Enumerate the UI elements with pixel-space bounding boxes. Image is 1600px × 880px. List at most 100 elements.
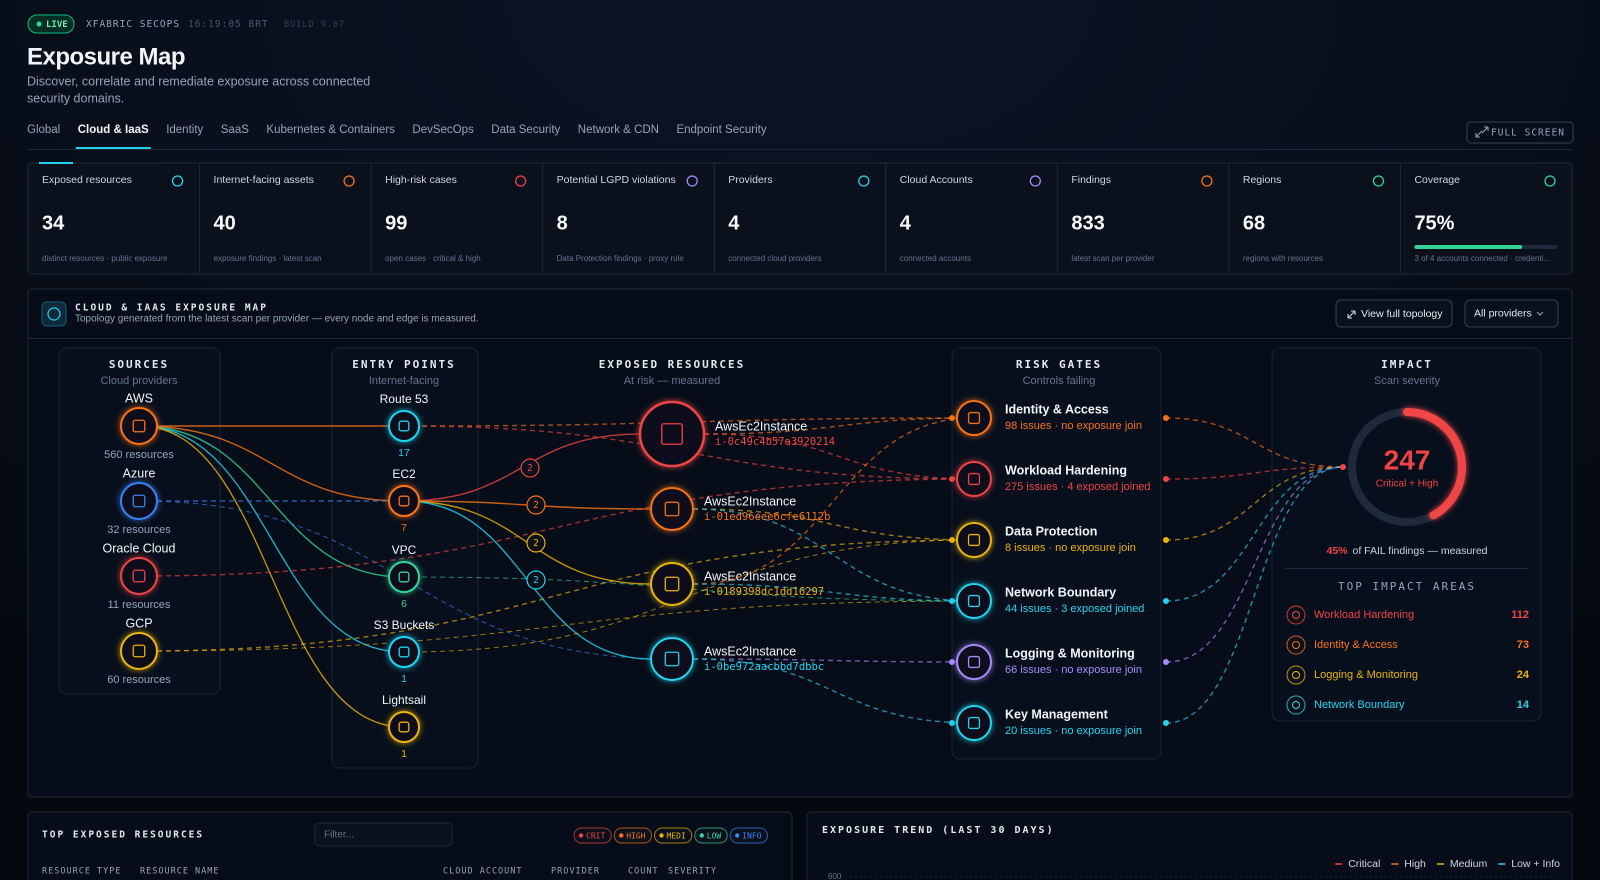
tab-label: Kubernetes & Containers [266,124,395,136]
edge-badge [526,495,546,515]
impact-pct: 45% [1326,545,1348,557]
node[interactable] [956,522,992,558]
select-frame [1464,299,1559,328]
severity-chip[interactable]: HIGH [613,827,653,844]
full-screen-button[interactable]: FULL SCREEN [1466,121,1574,144]
area-icon [1286,635,1306,655]
column-subtitle: Controls failing [1023,375,1096,387]
node[interactable] [650,487,694,531]
node-icon [398,646,410,658]
node-ring [650,487,694,531]
severity-chip[interactable]: LOW [694,827,728,844]
filter-input[interactable]: Filter... [314,822,453,847]
node-ring [388,636,420,668]
tab-active-underline [75,147,151,149]
edge [138,425,405,502]
node[interactable] [650,637,694,681]
node[interactable] [956,461,992,497]
edge-port [949,415,955,421]
node[interactable] [388,410,420,442]
resource-id: i-0c49c4b57a3920214 [715,436,835,448]
entry-label: VPC [392,543,417,557]
node[interactable] [120,407,158,445]
area-label: Network Boundary [1314,699,1405,711]
kpi-icon [343,175,355,187]
edge [403,425,975,480]
edge [692,658,975,663]
map-icon [47,307,61,321]
tab[interactable]: DevSecOps [412,124,474,136]
area-value: 73 [1517,639,1529,651]
column-header: COUNT [628,867,659,877]
button-label: View full topology [1361,308,1443,320]
expand-icon [1475,126,1489,138]
severity-chip[interactable]: MEDI [654,827,693,844]
severity-chip[interactable]: CRIT [573,827,612,844]
area-icon [1286,695,1306,715]
node[interactable] [956,583,992,619]
node[interactable] [638,400,706,468]
node-icon [398,420,410,432]
column-title: ENTRY POINTS [352,358,455,371]
node-icon [967,472,981,486]
chip-dot [578,833,584,838]
edge [1165,466,1344,724]
edge-port [949,659,955,665]
column-header: SEVERITY [668,867,717,877]
edge-badge [526,570,546,590]
node[interactable] [388,485,420,517]
node[interactable] [120,482,158,520]
column-title: EXPOSED RESOURCES [599,358,746,371]
button-label: FULL SCREEN [1491,128,1565,139]
node[interactable] [388,711,420,743]
kpi-note: latest scan per provider [1071,254,1154,263]
expand-icon [1347,310,1356,319]
node[interactable] [388,636,420,668]
tab-label: Identity [166,124,203,136]
node[interactable] [956,644,992,680]
resource-id: i-01ed96eee6cfe6112b [704,511,830,523]
kpi-label: High-risk cases [385,174,457,186]
gate-note: 20 issues · no exposure join [1005,725,1142,737]
kpi-value: 99 [385,212,407,234]
area-value: 14 [1517,699,1530,711]
node[interactable] [650,562,694,606]
tab[interactable]: Global [27,124,60,136]
gate-label: Workload Hardening [1005,463,1127,477]
node[interactable] [120,557,158,595]
edge-port [1163,720,1169,726]
area-label: Identity & Access [1314,639,1398,651]
edge-badge-label: 2 [533,575,539,586]
node[interactable] [120,632,158,670]
tab[interactable]: Kubernetes & Containers [266,124,395,136]
edge [1165,417,1344,468]
node-ring [388,410,420,442]
source-note: 32 resources [107,524,171,536]
node-ring [388,485,420,517]
kpi-icon [858,175,870,187]
tab[interactable]: SaaS [221,124,249,136]
node-icon [967,594,981,608]
tab[interactable]: Data Security [491,124,560,136]
node[interactable] [388,561,420,593]
tab[interactable]: Identity [166,124,203,136]
node[interactable] [956,400,992,436]
gate-label: Data Protection [1005,524,1097,538]
tab[interactable]: Cloud & IaaS [75,124,151,149]
tab[interactable]: Endpoint Security [676,124,766,136]
kpi-label: Potential LGPD violations [557,174,676,186]
severity-chip[interactable]: INFO [729,827,769,844]
chip-label: HIGH [626,832,645,841]
tab-label: SaaS [221,124,249,136]
provider-select[interactable]: All providers [1464,299,1559,328]
coverage-bar [1414,245,1523,249]
live-dot [36,21,42,27]
node[interactable] [956,705,992,741]
node-ring [638,400,706,468]
view-topology-button[interactable]: View full topology [1335,299,1453,328]
tab[interactable]: Network & CDN [578,124,659,136]
tab-label: Network & CDN [578,124,659,136]
node-ring [956,461,992,497]
edge-badge [520,458,540,478]
kpi-note: exposure findings · latest scan [214,254,322,263]
